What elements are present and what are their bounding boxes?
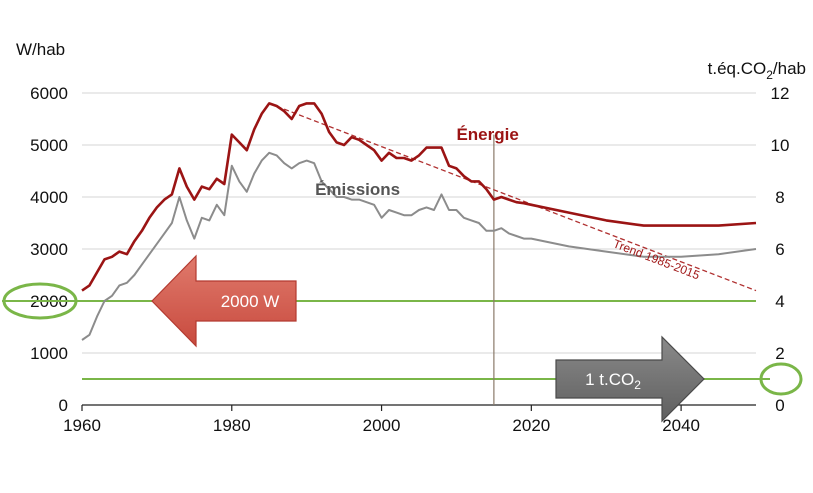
energy-target-arrow-label: 2000 W — [221, 292, 280, 311]
co2-target-arrow — [555, 335, 705, 423]
right-axis: t.éq.CO2/hab 0 2 4 6 8 10 12 — [708, 59, 806, 415]
x-tick-label: 1980 — [213, 416, 251, 435]
series-layer — [81, 102, 757, 341]
right-tick-label: 0 — [775, 396, 784, 415]
right-tick-label: 6 — [775, 240, 784, 259]
energy-series-label: Énergie — [456, 125, 518, 144]
trend-label: Trend 1985-2015 — [611, 236, 702, 282]
emissions-series-label: Émissions — [315, 180, 400, 199]
left-tick-label: 1000 — [30, 344, 68, 363]
x-tick-label: 1960 — [63, 416, 101, 435]
co2-target-circle — [759, 362, 803, 396]
left-tick-label: 0 — [59, 396, 68, 415]
target-arrows: 2000 W 1 t.CO2 — [151, 254, 705, 423]
right-tick-label: 2 — [775, 344, 784, 363]
x-axis: 1960 1980 2000 2020 2040 — [63, 404, 756, 435]
energy-target-arrow — [151, 254, 297, 348]
left-tick-label: 4000 — [30, 188, 68, 207]
left-axis-label: W/hab — [16, 40, 65, 59]
right-tick-label: 10 — [771, 136, 790, 155]
left-tick-label: 5000 — [30, 136, 68, 155]
energy-target-circle — [2, 282, 78, 320]
right-axis-label: t.éq.CO2/hab — [708, 59, 806, 82]
right-tick-label: 4 — [775, 292, 784, 311]
emissions-series-line — [81, 151, 757, 341]
energy-series-line — [81, 102, 757, 292]
x-tick-label: 2000 — [363, 416, 401, 435]
x-tick-label: 2020 — [512, 416, 550, 435]
left-tick-label: 3000 — [30, 240, 68, 259]
left-tick-label: 6000 — [30, 84, 68, 103]
x-tick-label: 2040 — [662, 416, 700, 435]
right-tick-label: 12 — [771, 84, 790, 103]
right-tick-label: 8 — [775, 188, 784, 207]
co2-target-arrow-label: 1 t.CO2 — [585, 370, 641, 392]
trend-line — [268, 102, 757, 292]
